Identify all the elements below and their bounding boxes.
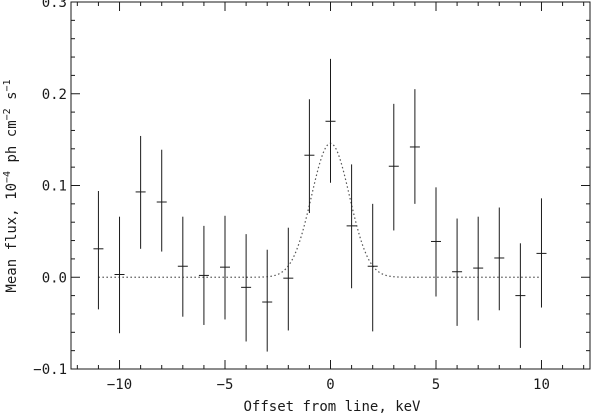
data-point [346, 164, 357, 289]
data-point [304, 99, 315, 214]
data-point [388, 103, 399, 231]
data-point [430, 187, 441, 297]
model-curve [98, 142, 542, 278]
x-axis-label: Offset from line, keV [243, 399, 421, 413]
data-point [220, 215, 231, 320]
y-label-exponent-1: −4 [2, 171, 13, 183]
data-point [241, 234, 252, 342]
data-point [473, 216, 484, 321]
data-point [198, 225, 209, 325]
y-tick-label: 0.1 [42, 179, 67, 195]
data-point [515, 243, 526, 348]
x-tick-label: 5 [432, 377, 440, 393]
y-tick-label: 0.2 [42, 87, 67, 103]
data-point [93, 191, 104, 310]
x-tick-label: 10 [533, 377, 550, 393]
data-point [536, 198, 547, 308]
model-group [98, 142, 542, 278]
data-point [283, 227, 294, 331]
x-tick-label: 0 [326, 377, 334, 393]
labels-group: Offset from line, keV Mean flux, 10−4 ph… [2, 79, 421, 413]
y-axis-label: Mean flux, 10−4 ph cm−2 s−1 [2, 79, 20, 292]
y-label-mid-2: s [4, 91, 20, 108]
axes-group: −10 −5 0 5 10 −0.1 0.0 0.1 0.2 0.3 [33, 0, 591, 393]
data-point [367, 203, 378, 332]
data-point [262, 249, 273, 352]
data-point [156, 149, 167, 252]
data-point [114, 216, 125, 334]
data-points-group [93, 58, 547, 352]
y-label-prefix: Mean flux, 10 [4, 183, 20, 293]
data-point [177, 216, 188, 317]
data-point [494, 207, 505, 311]
y-tick-label: −0.1 [33, 362, 67, 378]
x-tick-label: −10 [107, 377, 132, 393]
data-point [325, 58, 336, 183]
y-label-exponent-2: −2 [2, 108, 13, 120]
data-point [452, 218, 463, 326]
plot-frame [70, 1, 591, 370]
data-point [409, 89, 420, 204]
y-label-exponent-3: −1 [2, 79, 13, 91]
y-label-mid: ph cm [4, 120, 20, 171]
y-tick-label: 0.3 [42, 0, 67, 11]
data-point [135, 135, 146, 249]
x-tick-label: −5 [217, 377, 234, 393]
y-tick-label: 0.0 [42, 270, 67, 286]
